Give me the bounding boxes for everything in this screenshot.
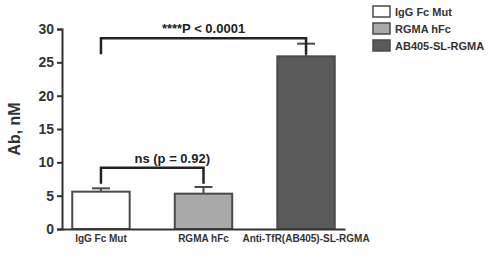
legend-swatch: [373, 40, 390, 51]
y-tick-label: 25: [38, 54, 54, 70]
y-tick: 20: [38, 88, 62, 104]
legend-label: AB405-SL-RGMA: [395, 40, 484, 52]
x-axis-line: [63, 229, 346, 231]
legend-item: IgG Fc Mut: [373, 6, 452, 18]
y-tick-label: 0: [46, 221, 54, 237]
x-tick-label: RGMA hFc: [178, 233, 229, 244]
bracket: [101, 38, 306, 54]
y-tick-label: 5: [46, 188, 54, 204]
y-tick: 5: [46, 188, 62, 204]
annotation: ns (p = 0.92): [134, 151, 210, 166]
chart: 0 5 10 15 20 25 30 IgG Fc Mut RGMA hFc Anti-TfR(A…: [0, 0, 500, 262]
y-tick-label: 30: [38, 21, 54, 37]
legend-swatch: [373, 6, 390, 17]
y-tick-mark: [57, 229, 62, 231]
x-tick-label: IgG Fc Mut: [75, 233, 127, 244]
y-tick: 30: [38, 21, 62, 37]
y-tick-label: 10: [38, 154, 54, 170]
y-tick: 25: [38, 54, 62, 70]
y-tick-mark: [57, 29, 62, 31]
bracket: [101, 168, 204, 184]
y-tick-mark: [57, 95, 62, 97]
y-axis: 0 5 10 15 20 25 30: [38, 21, 62, 237]
legend-label: IgG Fc Mut: [395, 6, 452, 18]
legend-label: RGMA hFc: [395, 23, 451, 35]
y-tick-mark: [57, 129, 62, 131]
y-axis-title: Ab, nM: [6, 102, 23, 155]
bar: [72, 192, 129, 229]
legend-item: RGMA hFc: [373, 23, 451, 35]
x-axis: IgG Fc Mut RGMA hFc Anti-TfR(AB405)-SL-RGM…: [63, 230, 370, 245]
legend: IgG Fc Mut RGMA hFc AB405-SL-RGMA: [373, 6, 484, 52]
bar: [277, 56, 334, 229]
y-axis-line: [57, 30, 63, 230]
x-tick-label: Anti-TfR(AB405)-SL-RGMA: [242, 233, 369, 244]
bar: [175, 194, 232, 229]
legend-swatch: [373, 23, 390, 34]
x-tick: Anti-TfR(AB405)-SL-RGMA: [242, 233, 369, 244]
y-tick-mark: [57, 62, 62, 64]
x-tick: RGMA hFc: [178, 233, 229, 244]
plot-area: [72, 44, 334, 229]
y-tick-label: 20: [38, 88, 54, 104]
y-tick-mark: [57, 162, 62, 164]
error-cap: [92, 187, 110, 189]
legend-item: AB405-SL-RGMA: [373, 40, 484, 52]
y-tick-mark: [57, 195, 62, 197]
y-tick: 10: [38, 154, 62, 170]
error-bar: [195, 187, 213, 194]
y-tick-label: 15: [38, 121, 54, 137]
y-tick: 15: [38, 121, 62, 137]
annotation: ****P < 0.0001: [162, 21, 245, 36]
error-bar: [92, 188, 110, 191]
x-tick: IgG Fc Mut: [75, 233, 127, 244]
y-tick: 0: [46, 221, 62, 237]
error-cap: [195, 186, 213, 188]
